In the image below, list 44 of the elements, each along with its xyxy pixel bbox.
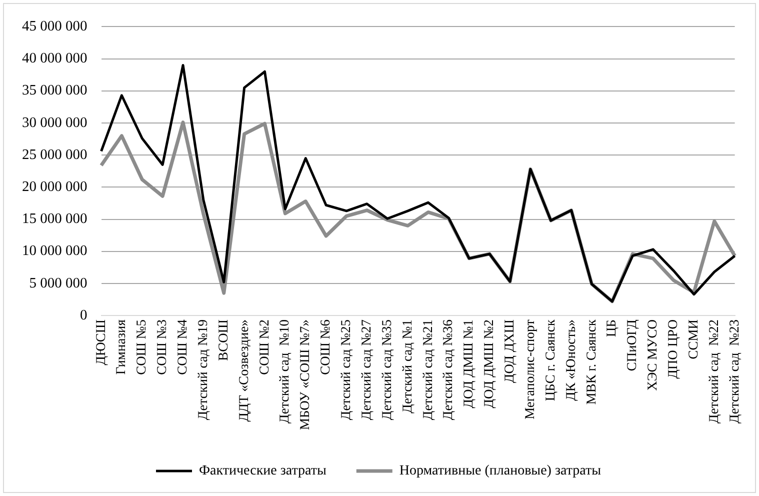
x-tick-label: СОШ №2	[256, 320, 272, 375]
y-tick-label: 5 000 000	[29, 275, 88, 292]
y-tick-label: 10 000 000	[22, 243, 88, 260]
x-tick-label: СПиОГД	[624, 320, 640, 372]
x-tick-label: Детский сад №36	[440, 319, 456, 420]
x-tick-label: ЦБ	[604, 320, 619, 338]
x-tick-label: МБОУ «СОШ №7»	[297, 320, 312, 430]
legend-label: Фактические затраты	[198, 464, 327, 479]
x-tick-label: Детский сад №23	[726, 319, 742, 424]
y-tick-label: 40 000 000	[22, 50, 88, 67]
x-tick-label: ДК «Юность»	[562, 320, 578, 401]
y-tick-label: 20 000 000	[22, 178, 88, 195]
x-tick-label: СОШ №4	[174, 319, 190, 375]
x-tick-label: ССМИ	[685, 319, 700, 360]
x-tick-label: Детский сад №1	[399, 320, 414, 414]
y-tick-label: 0	[80, 307, 88, 324]
x-tick-label: Детский сад №35	[378, 319, 394, 420]
x-tick-label: Детский сад №21	[420, 320, 435, 420]
y-tick-label: 15 000 000	[22, 211, 88, 228]
y-tick-label: 25 000 000	[22, 146, 88, 163]
x-tick-label: ХЭС МУСО	[644, 319, 660, 391]
y-tick-label: 45 000 000	[22, 18, 88, 35]
x-tick-label: ДОД ДМШ №1	[460, 320, 476, 408]
y-tick-label: 30 000 000	[22, 114, 88, 131]
x-tick-label: Детский сад №27	[358, 319, 374, 420]
x-tick-label: Детский сад №10	[276, 319, 292, 424]
x-tick-label: СОШ №5	[134, 319, 149, 375]
x-tick-label: Гимназия	[113, 320, 128, 375]
x-tick-label: ДДТ «Созвездие»	[236, 320, 251, 422]
x-tick-label: Мегаполис-спорт	[522, 319, 537, 420]
x-tick-label: СОШ №6	[318, 319, 333, 375]
x-tick-label: Детский сад №25	[338, 319, 354, 420]
y-tick-label: 35 000 000	[22, 82, 88, 99]
x-tick-label: ВСОШ	[215, 319, 230, 361]
x-tick-label: СОШ №3	[154, 319, 170, 375]
x-tick-label: ДПО ЦРО	[665, 319, 680, 379]
x-tick-label: ДЮСШ	[92, 319, 108, 366]
x-tick-label: ДОД ДХШ	[502, 319, 517, 383]
x-tick-label: МВК г. Саянск	[583, 319, 598, 405]
legend-label: Нормативные (плановые) затраты	[399, 464, 602, 479]
x-tick-label: Детский сад №19	[194, 319, 210, 420]
x-tick-label: ЦБС г. Саянск	[542, 319, 558, 402]
x-tick-label: Детский сад №22	[706, 320, 721, 424]
x-tick-label: ДОД ДМШ №2	[481, 320, 496, 408]
